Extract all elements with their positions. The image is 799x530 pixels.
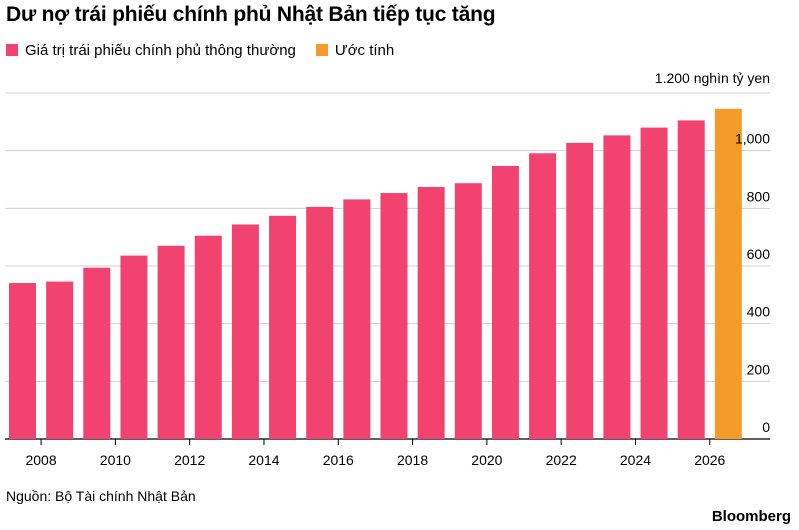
legend-item-estimate: Ước tính [315, 41, 395, 59]
bar-2019 [454, 183, 482, 439]
bar-2025 [677, 120, 705, 440]
y-tick-label-800: 800 [747, 188, 771, 204]
x-tick-label-2014: 2014 [248, 452, 279, 468]
bar-2013 [231, 224, 259, 439]
bar-2018 [417, 186, 445, 439]
bar-2014 [269, 215, 297, 439]
y-axis-unit-label: 1.200 nghìn tỷ yen [655, 70, 770, 86]
legend-item-actual: Giá trị trái phiếu chính phủ thông thườn… [6, 42, 296, 59]
bar-2021 [529, 153, 557, 440]
x-tick-label-2008: 2008 [25, 452, 56, 468]
bar-2020 [491, 165, 519, 439]
y-tick-label-400: 400 [747, 304, 771, 320]
bar-2012 [194, 235, 222, 439]
y-axis-ticks: 0 200 400 600 800 1,000 [735, 131, 770, 435]
legend-label-estimate: Ước tính [334, 41, 395, 59]
chart-title: Dư nợ trái phiếu chính phủ Nhật Bản tiếp… [6, 3, 496, 26]
bar-2007 [9, 283, 36, 439]
source-note: Nguồn: Bộ Tài chính Nhật Bản [6, 488, 196, 504]
x-axis-ticks: 2008 2010 2012 2014 2016 2018 2020 2022 2024 2026 [25, 439, 726, 468]
x-tick-label-2020: 2020 [471, 452, 502, 468]
bar-2015 [306, 206, 334, 439]
y-tick-label-1000: 1,000 [735, 131, 770, 147]
y-tick-label-0: 0 [762, 419, 770, 435]
bar-2023 [603, 135, 631, 439]
y-tick-label-200: 200 [747, 361, 771, 377]
x-tick-label-2022: 2022 [546, 452, 577, 468]
bar-2009 [83, 267, 111, 439]
y-tick-label-600: 600 [747, 246, 771, 262]
x-tick-label-2010: 2010 [100, 452, 131, 468]
bar-2016 [343, 199, 371, 439]
bar-2010 [120, 255, 148, 439]
bar-2011 [157, 245, 185, 439]
bar-2022 [566, 142, 594, 440]
bar-estimate-2026 [714, 108, 742, 439]
x-tick-label-2016: 2016 [323, 452, 354, 468]
legend-label-actual: Giá trị trái phiếu chính phủ thông thườn… [25, 41, 296, 59]
brand-logo-text: Bloomberg [711, 508, 791, 525]
legend: Giá trị trái phiếu chính phủ thông thườn… [6, 40, 414, 60]
x-tick-label-2012: 2012 [174, 452, 205, 468]
x-tick-label-2018: 2018 [397, 452, 428, 468]
legend-swatch-estimate [315, 44, 328, 56]
bar-2024 [640, 127, 668, 439]
bar-2008 [46, 281, 74, 439]
bars [9, 108, 742, 440]
bar-2017 [380, 193, 408, 439]
legend-swatch-actual [6, 44, 18, 56]
x-tick-label-2026: 2026 [694, 452, 725, 468]
x-tick-label-2024: 2024 [620, 452, 651, 468]
